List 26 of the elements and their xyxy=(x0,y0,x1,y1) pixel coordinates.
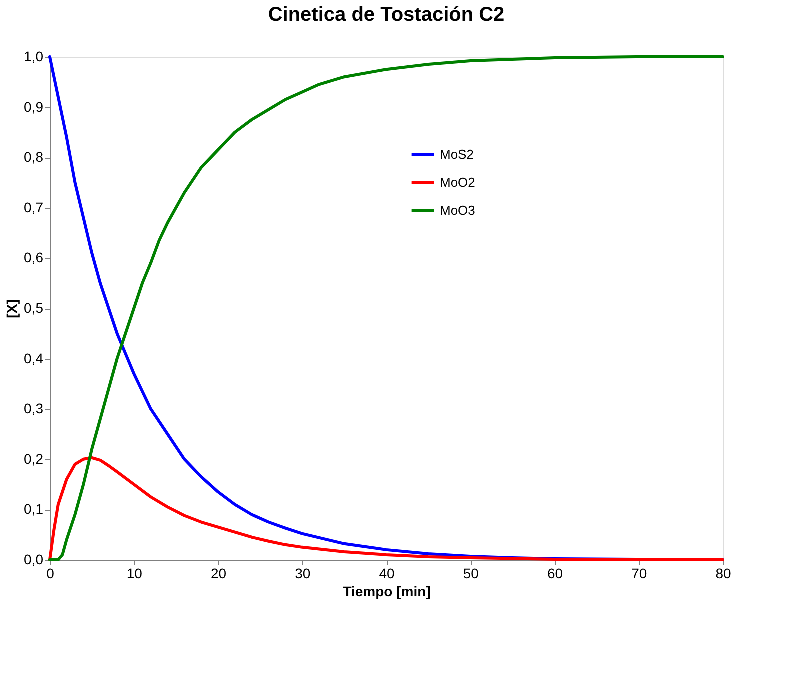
legend-label: MoS2 xyxy=(440,147,474,162)
y-tick-label: 0,3 xyxy=(24,400,44,417)
x-tick-label: 40 xyxy=(379,566,395,582)
chart-title: Cinetica de Tostación C2 xyxy=(268,4,505,26)
y-tick-label: 1,0 xyxy=(24,48,44,64)
y-tick-label: 0,8 xyxy=(24,149,44,166)
x-tick-label: 60 xyxy=(547,566,564,582)
y-tick-label: 0,2 xyxy=(24,450,44,467)
y-tick-label: 0,6 xyxy=(24,250,44,266)
legend-label: MoO2 xyxy=(440,175,476,190)
x-tick-label: 70 xyxy=(632,566,648,582)
y-tick-label: 0,7 xyxy=(24,199,44,216)
x-tick-label: 20 xyxy=(210,566,227,582)
y-tick-label: 0,5 xyxy=(24,300,44,316)
y-tick-label: 0,4 xyxy=(24,350,44,366)
x-tick-label: 80 xyxy=(716,566,732,582)
y-axis-title: [X] xyxy=(4,300,20,318)
y-tick-label: 0,1 xyxy=(24,501,44,518)
x-tick-label: 0 xyxy=(46,566,55,582)
legend-label: MoO3 xyxy=(440,203,476,218)
x-tick-label: 30 xyxy=(295,566,311,582)
x-tick-label: 50 xyxy=(463,566,480,582)
y-tick-label: 0,0 xyxy=(24,552,44,568)
y-tick-label: 0,9 xyxy=(24,98,44,115)
x-axis-title: Tiempo [min] xyxy=(343,584,431,600)
x-tick-label: 10 xyxy=(126,566,143,582)
